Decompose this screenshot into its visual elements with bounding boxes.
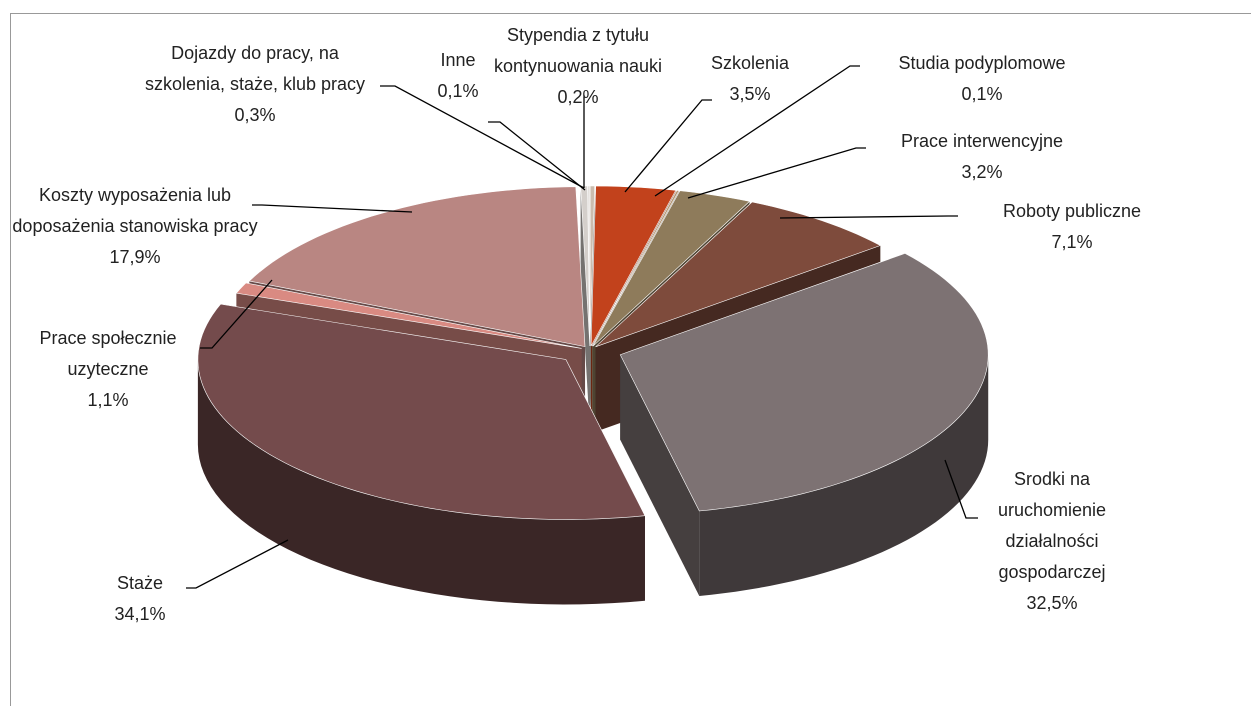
slice-label: Koszty wyposażenia lub doposażenia stano… <box>5 180 265 273</box>
slice <box>619 253 989 512</box>
slice-label: Inne 0,1% <box>428 45 488 107</box>
category-name: Szkolenia <box>710 53 790 73</box>
slice <box>248 186 586 347</box>
frame <box>10 13 1251 706</box>
value-label: 17,9% <box>109 247 161 267</box>
slice <box>595 201 882 348</box>
leader-line <box>186 539 289 589</box>
slice-label: Prace społecznie uzyteczne 1,1% <box>3 323 213 416</box>
slice <box>591 190 680 347</box>
slice <box>197 303 646 520</box>
slice <box>592 190 751 347</box>
category-name: Koszty wyposażenia lub doposażenia stano… <box>12 185 258 236</box>
leader-line <box>944 459 978 519</box>
leader-line <box>488 121 586 191</box>
category-name: Prace interwencyjne <box>900 131 1064 151</box>
leader-lines <box>186 65 978 589</box>
slices <box>197 185 989 605</box>
value-label: 0,1% <box>437 81 479 101</box>
value-label: 3,5% <box>729 84 771 104</box>
leader-line <box>380 85 585 189</box>
leader-line <box>252 204 413 213</box>
category-name: Srodki na uruchomienie działalności gosp… <box>997 469 1107 582</box>
leader-line <box>624 99 712 193</box>
leader-line <box>654 65 860 197</box>
slice <box>587 185 591 346</box>
leader-line <box>200 279 273 349</box>
category-name: Prace społecznie uzyteczne <box>39 328 177 379</box>
slice-label: Roboty publiczne 7,1% <box>952 196 1192 258</box>
category-name: Dojazdy do pracy, na szkolenia, staże, k… <box>144 43 366 94</box>
leader-line <box>779 215 958 219</box>
leader-line <box>687 147 866 199</box>
slice-label: Staże 34,1% <box>90 568 190 630</box>
category-name: Roboty publiczne <box>1002 201 1142 221</box>
slice <box>590 185 677 347</box>
value-label: 0,3% <box>234 105 276 125</box>
value-label: 32,5% <box>1026 593 1078 613</box>
slice-label: Dojazdy do pracy, na szkolenia, staże, k… <box>130 38 380 131</box>
slice-label: Srodki na uruchomienie działalności gosp… <box>967 464 1137 619</box>
value-label: 0,2% <box>557 87 599 107</box>
value-label: 1,1% <box>87 390 129 410</box>
slice-side <box>620 354 700 596</box>
slice <box>235 282 582 349</box>
category-name: Staże <box>116 573 164 593</box>
slice-label: Stypendia z tytułu kontynuowania nauki 0,… <box>458 20 698 113</box>
category-name: Inne <box>440 50 476 70</box>
value-label: 34,1% <box>114 604 166 624</box>
value-label: 7,1% <box>1051 232 1093 252</box>
category-name: Stypendia z tytułu kontynuowania nauki <box>493 25 663 76</box>
slice-label: Szkolenia 3,5% <box>695 48 805 110</box>
slice-side <box>580 186 590 431</box>
slice-side <box>699 354 989 596</box>
slice-label: Prace interwencyjne 3,2% <box>852 126 1112 188</box>
slice-side <box>197 359 645 605</box>
category-name: Studia podyplomowe <box>898 53 1066 73</box>
slice-label: Studia podyplomowe 0,1% <box>847 48 1117 110</box>
value-label: 3,2% <box>961 162 1003 182</box>
value-label: 0,1% <box>961 84 1003 104</box>
